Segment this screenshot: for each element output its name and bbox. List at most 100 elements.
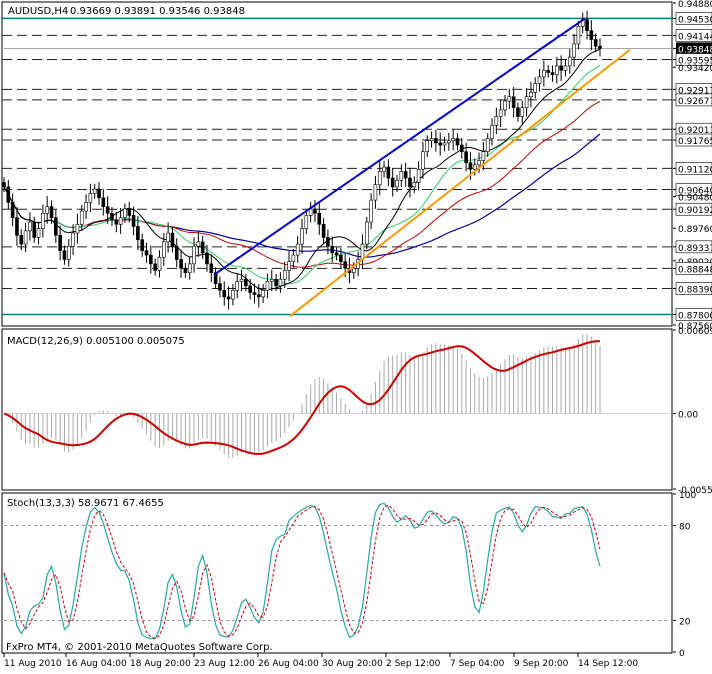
time-tick-label: 16 Aug 04:00 — [66, 659, 127, 669]
ohlc-label: 0.93669 0.93891 0.93546 0.93848 — [70, 6, 245, 17]
macd-tick-label: -0.00550 — [678, 486, 712, 496]
candle-body — [490, 124, 494, 139]
candle-body — [28, 221, 32, 232]
candle-body — [149, 254, 153, 265]
lower-trend-line — [289, 48, 631, 317]
candle-body — [477, 160, 481, 166]
candle-body — [209, 263, 214, 273]
candle-body — [429, 138, 434, 141]
candle-body — [593, 39, 598, 47]
upper-trend-line — [213, 17, 586, 276]
price-axis[interactable]: 0.94880 0.94530 0.94144 0.93848 0.935950.934… — [673, 0, 712, 332]
candle-body — [79, 210, 84, 225]
candle-body — [265, 281, 270, 291]
candle-body — [481, 151, 486, 161]
candle-body — [511, 96, 516, 108]
candle-body — [179, 259, 183, 269]
candle-body — [567, 56, 572, 67]
copyright-label: FxPro MT4, © 2001-2010 MetaQuotes Softwa… — [6, 642, 273, 653]
candle-body — [170, 232, 175, 247]
candle-body — [598, 45, 602, 49]
candle-body — [472, 164, 477, 170]
time-tick-label: 30 Aug 20:00 — [322, 659, 383, 669]
candle-body — [187, 263, 192, 273]
candle-body — [364, 221, 369, 245]
candle-body — [235, 281, 240, 291]
candle-body — [54, 217, 58, 236]
candle-body — [269, 278, 274, 282]
candle-body — [239, 278, 244, 282]
candle-body — [101, 197, 106, 207]
price-tick-label: 0.88390 — [678, 285, 712, 295]
candle-body — [36, 228, 41, 238]
candle-body — [576, 26, 581, 45]
candle-body — [257, 294, 261, 298]
candle-body — [317, 212, 322, 225]
macd-label: MACD(12,26,9) 0.005100 0.005075 — [7, 336, 185, 347]
time-tick-label: 18 Aug 20:00 — [130, 659, 191, 669]
time-tick-label: 2 Sep 12:00 — [386, 659, 441, 669]
candle-body — [174, 245, 179, 260]
candle-body — [6, 186, 11, 203]
candle-body — [131, 215, 136, 227]
price-tick-label: 0.89337 — [678, 244, 712, 254]
candle-body — [403, 171, 408, 179]
candle-body — [114, 219, 119, 225]
price-tick-label: 0.94144 — [678, 32, 712, 42]
stochastic-indicator — [3, 502, 670, 640]
candle-body — [226, 296, 231, 300]
candle-body — [555, 65, 559, 76]
candle-body — [390, 177, 395, 188]
candle-body — [326, 237, 330, 247]
candle-body — [520, 107, 525, 117]
candle-body — [451, 138, 455, 141]
candle-body — [295, 243, 300, 256]
price-tick-label: 0.87560 — [678, 322, 712, 332]
price-tick-label: 0.89760 — [678, 225, 712, 235]
price-tick-label: 0.90640 — [678, 187, 712, 197]
candle-body — [15, 217, 19, 236]
level-price-box — [675, 262, 712, 275]
candle-body — [105, 206, 110, 214]
candle-body — [360, 243, 365, 260]
candle-body — [205, 252, 209, 265]
candle-body — [330, 245, 335, 254]
candle-body — [382, 166, 386, 172]
time-tick-label: 11 Aug 2010 — [4, 659, 62, 669]
level-price-box — [675, 162, 712, 175]
candle-body — [19, 234, 24, 245]
candle-body — [84, 201, 88, 212]
candle-body — [559, 65, 563, 71]
candle-body — [550, 72, 555, 76]
candle-body — [369, 199, 373, 223]
candle-body — [222, 289, 227, 298]
candle-body — [321, 223, 326, 238]
candles — [2, 10, 602, 310]
time-axis[interactable]: 11 Aug 2010 16 Aug 04:00 18 Aug 20:00 23 Au… — [3, 653, 638, 669]
candle-body — [408, 177, 412, 188]
candle-body — [71, 232, 75, 247]
macd-tick-label: 0.00 — [678, 411, 698, 421]
stoch-signal-line — [3, 504, 601, 639]
candle-body — [300, 228, 304, 245]
price-tick-label: 0.88848 — [678, 265, 712, 275]
candle-body — [485, 138, 490, 152]
candle-body — [192, 245, 196, 265]
candle-body — [572, 43, 576, 58]
candle-body — [416, 168, 421, 183]
candle-body — [425, 140, 430, 152]
ma-fast-line — [3, 48, 601, 291]
time-tick-label: 9 Sep 20:00 — [514, 659, 569, 669]
candle-body — [503, 100, 507, 111]
candle-body — [434, 138, 438, 144]
candle-body — [438, 142, 443, 146]
candle-body — [10, 201, 15, 218]
macd-indicator — [3, 333, 670, 458]
candle-body — [127, 208, 132, 216]
candle-body — [494, 116, 499, 126]
candle-body — [304, 215, 309, 229]
candle-body — [161, 241, 166, 258]
candle-body — [313, 208, 317, 214]
